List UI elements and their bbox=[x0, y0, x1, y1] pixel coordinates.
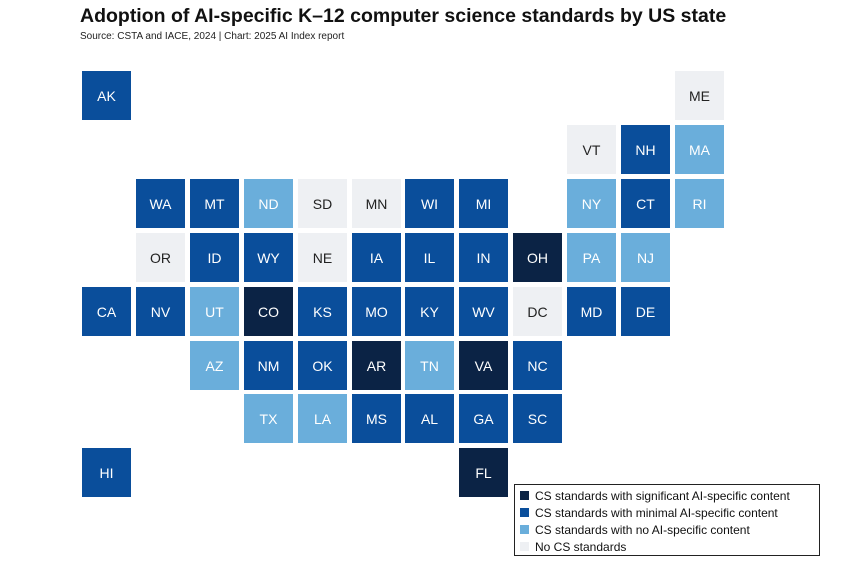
state-tile-me: ME bbox=[675, 71, 724, 120]
legend-item-no-cs: No CS standards bbox=[520, 538, 819, 555]
state-tile-ut: UT bbox=[190, 287, 239, 336]
state-tile-vt: VT bbox=[567, 125, 616, 174]
state-tile-co: CO bbox=[244, 287, 293, 336]
legend-item-significant: CS standards with significant AI-specifi… bbox=[520, 487, 819, 504]
state-tile-fl: FL bbox=[459, 448, 508, 497]
legend-swatch-no-cs bbox=[520, 542, 529, 551]
state-tile-id: ID bbox=[190, 233, 239, 282]
state-tile-tx: TX bbox=[244, 394, 293, 443]
state-tile-oh: OH bbox=[513, 233, 562, 282]
chart-subtitle: Source: CSTA and IACE, 2024 | Chart: 202… bbox=[80, 31, 345, 42]
state-tile-de: DE bbox=[621, 287, 670, 336]
state-tile-in: IN bbox=[459, 233, 508, 282]
state-tile-wy: WY bbox=[244, 233, 293, 282]
state-tile-wi: WI bbox=[405, 179, 454, 228]
state-tile-va: VA bbox=[459, 341, 508, 390]
state-tile-ia: IA bbox=[352, 233, 401, 282]
state-tile-ak: AK bbox=[82, 71, 131, 120]
state-tile-pa: PA bbox=[567, 233, 616, 282]
state-tile-ok: OK bbox=[298, 341, 347, 390]
state-tile-dc: DC bbox=[513, 287, 562, 336]
state-tile-il: IL bbox=[405, 233, 454, 282]
legend-swatch-minimal bbox=[520, 508, 529, 517]
state-tile-wv: WV bbox=[459, 287, 508, 336]
state-tile-ca: CA bbox=[82, 287, 131, 336]
state-tile-wa: WA bbox=[136, 179, 185, 228]
state-tile-ne: NE bbox=[298, 233, 347, 282]
state-tile-md: MD bbox=[567, 287, 616, 336]
state-tile-nv: NV bbox=[136, 287, 185, 336]
state-tile-nc: NC bbox=[513, 341, 562, 390]
state-tile-nj: NJ bbox=[621, 233, 670, 282]
legend-swatch-no-ai bbox=[520, 525, 529, 534]
state-tile-ri: RI bbox=[675, 179, 724, 228]
state-tile-ga: GA bbox=[459, 394, 508, 443]
state-tile-sd: SD bbox=[298, 179, 347, 228]
state-tile-mt: MT bbox=[190, 179, 239, 228]
state-tile-nd: ND bbox=[244, 179, 293, 228]
state-tile-az: AZ bbox=[190, 341, 239, 390]
state-tile-mi: MI bbox=[459, 179, 508, 228]
state-tile-or: OR bbox=[136, 233, 185, 282]
state-tile-mo: MO bbox=[352, 287, 401, 336]
legend-label-minimal: CS standards with minimal AI-specific co… bbox=[535, 505, 778, 520]
state-tile-ar: AR bbox=[352, 341, 401, 390]
legend-label-significant: CS standards with significant AI-specifi… bbox=[535, 488, 790, 503]
legend-label-no-ai: CS standards with no AI-specific content bbox=[535, 522, 750, 537]
legend: CS standards with significant AI-specifi… bbox=[514, 484, 820, 556]
state-tile-hi: HI bbox=[82, 448, 131, 497]
state-tile-ct: CT bbox=[621, 179, 670, 228]
state-tile-tn: TN bbox=[405, 341, 454, 390]
state-tile-mn: MN bbox=[352, 179, 401, 228]
legend-label-no-cs: No CS standards bbox=[535, 539, 627, 554]
state-tile-ms: MS bbox=[352, 394, 401, 443]
state-tile-ks: KS bbox=[298, 287, 347, 336]
state-tile-ma: MA bbox=[675, 125, 724, 174]
state-tile-la: LA bbox=[298, 394, 347, 443]
state-tile-ky: KY bbox=[405, 287, 454, 336]
state-tile-nm: NM bbox=[244, 341, 293, 390]
state-tile-al: AL bbox=[405, 394, 454, 443]
legend-item-minimal: CS standards with minimal AI-specific co… bbox=[520, 504, 819, 521]
state-tile-nh: NH bbox=[621, 125, 670, 174]
legend-swatch-significant bbox=[520, 491, 529, 500]
state-tile-sc: SC bbox=[513, 394, 562, 443]
chart-title: Adoption of AI-specific K–12 computer sc… bbox=[80, 5, 727, 27]
state-tile-ny: NY bbox=[567, 179, 616, 228]
legend-item-no-ai: CS standards with no AI-specific content bbox=[520, 521, 819, 538]
